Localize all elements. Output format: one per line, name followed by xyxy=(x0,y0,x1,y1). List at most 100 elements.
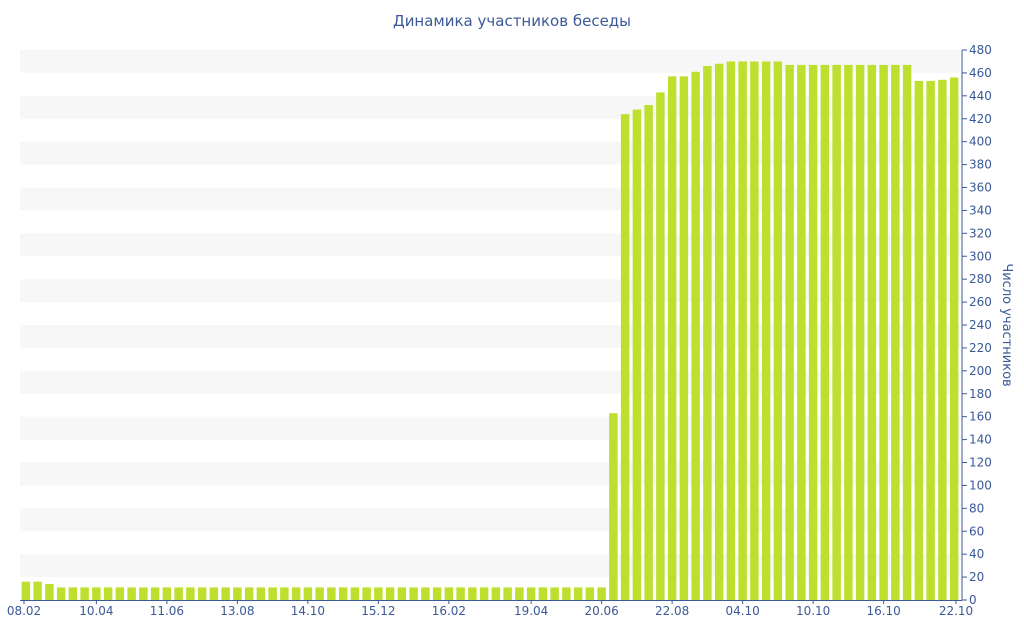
bar xyxy=(820,64,830,600)
grid-band xyxy=(20,141,960,165)
bar xyxy=(315,587,324,600)
bar xyxy=(139,587,148,600)
bar xyxy=(303,587,313,600)
grid-band xyxy=(20,462,960,486)
bar xyxy=(656,92,665,601)
bar xyxy=(597,587,606,600)
x-tick-label: 15.12 xyxy=(361,604,395,618)
x-tick-label: 20.06 xyxy=(584,604,618,618)
bar xyxy=(256,587,266,600)
bar xyxy=(444,587,454,600)
x-tick-label: 11.06 xyxy=(150,604,184,618)
bar xyxy=(221,587,230,600)
bar xyxy=(197,587,207,600)
y-tick-label: 300 xyxy=(969,249,992,263)
grid-band xyxy=(20,370,960,394)
bar xyxy=(397,587,407,600)
bar xyxy=(562,587,571,600)
y-tick-label: 380 xyxy=(969,158,992,172)
bar xyxy=(456,587,465,600)
bar xyxy=(280,587,289,600)
y-axis-title: Число участников xyxy=(999,263,1014,386)
x-tick-label: 19.04 xyxy=(514,604,548,618)
x-tick-label: 10.04 xyxy=(79,604,113,618)
grid-bands xyxy=(20,50,960,578)
grid-band xyxy=(20,279,960,303)
grid-band xyxy=(20,95,960,119)
bar xyxy=(879,64,888,600)
bar xyxy=(585,587,595,600)
y-tick-label: 320 xyxy=(969,226,992,240)
bar xyxy=(632,109,642,600)
y-tick-label: 180 xyxy=(969,387,992,401)
y-tick-label: 20 xyxy=(969,570,984,584)
bar xyxy=(115,587,125,600)
bar xyxy=(761,61,771,600)
bar xyxy=(550,587,559,600)
bar xyxy=(409,587,418,600)
grid-band xyxy=(20,325,960,348)
y-tick-label: 420 xyxy=(969,112,992,126)
x-tick-label: 13.08 xyxy=(220,604,254,618)
bar xyxy=(186,587,195,600)
bar xyxy=(726,61,736,600)
bar xyxy=(468,587,477,600)
y-tick-label: 260 xyxy=(969,295,992,309)
x-tick-label: 14.10 xyxy=(291,604,325,618)
bar xyxy=(503,587,512,600)
bar xyxy=(808,64,818,600)
bar xyxy=(938,79,947,601)
bar xyxy=(150,587,160,600)
bar xyxy=(33,581,42,600)
bar xyxy=(233,587,242,600)
bar-series xyxy=(21,61,959,601)
bar xyxy=(526,587,536,600)
y-tick-label: 460 xyxy=(969,66,992,80)
grid-band xyxy=(20,50,960,73)
bar xyxy=(926,80,935,600)
bar xyxy=(174,587,183,600)
bar xyxy=(338,587,348,600)
grid-band xyxy=(20,508,960,532)
y-tick-label: 220 xyxy=(969,341,992,355)
bar xyxy=(609,413,618,600)
bar xyxy=(620,114,630,601)
x-tick-label: 22.08 xyxy=(655,604,689,618)
y-tick-label: 200 xyxy=(969,364,992,378)
bar xyxy=(738,61,747,600)
x-tick-label: 08.02 xyxy=(7,604,41,618)
grid-band xyxy=(20,187,960,211)
y-tick-label: 60 xyxy=(969,524,984,538)
y-tick-label: 280 xyxy=(969,272,992,286)
bar xyxy=(832,64,841,600)
bar xyxy=(750,61,759,600)
bar xyxy=(797,64,806,600)
bar xyxy=(703,66,712,601)
y-tick-label: 360 xyxy=(969,181,992,195)
bar xyxy=(374,587,383,600)
y-tick-label: 340 xyxy=(969,203,992,217)
bar xyxy=(45,583,54,600)
y-tick-label: 440 xyxy=(969,89,992,103)
bar xyxy=(385,587,395,600)
bar xyxy=(691,71,700,600)
bar xyxy=(103,587,113,600)
bar xyxy=(350,587,360,600)
y-tick-label: 80 xyxy=(969,501,984,515)
x-tick-label: 04.10 xyxy=(725,604,759,618)
bar xyxy=(644,105,653,600)
y-tick-label: 100 xyxy=(969,478,992,492)
bar xyxy=(162,587,172,600)
bar xyxy=(714,63,724,600)
bar xyxy=(914,80,924,600)
bar xyxy=(785,64,794,600)
bar xyxy=(421,587,430,600)
bar xyxy=(80,587,89,600)
y-tick-label: 400 xyxy=(969,135,992,149)
bar xyxy=(773,61,783,600)
x-tick-label: 10.10 xyxy=(796,604,830,618)
y-tick-label: 0 xyxy=(969,593,977,607)
bar xyxy=(432,587,442,600)
